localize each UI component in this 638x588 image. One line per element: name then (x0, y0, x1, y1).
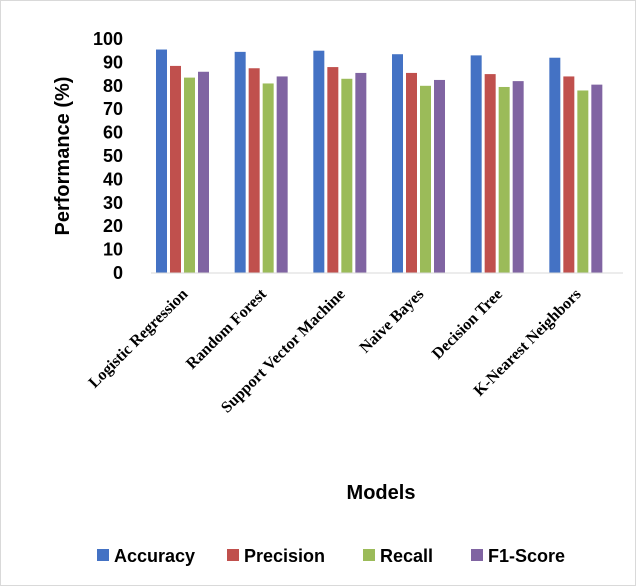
y-tick-label: 20 (103, 216, 123, 236)
bar-f1-score (198, 71, 209, 273)
bars (156, 49, 603, 274)
y-axis-title: Performance (%) (52, 77, 74, 236)
legend-swatch-precision (227, 549, 239, 561)
legend-swatch-recall (363, 549, 375, 561)
legend-swatch-accuracy (97, 549, 109, 561)
y-tick-label: 40 (103, 169, 123, 189)
legend-label: Recall (380, 546, 433, 566)
bar-accuracy (549, 57, 561, 273)
y-tick-label: 30 (103, 193, 123, 213)
bar-accuracy (470, 55, 482, 273)
bar-f1-score (591, 84, 603, 273)
x-category-label: Decision Tree (429, 286, 506, 363)
bar-f1-score (512, 81, 524, 274)
bar-accuracy (392, 54, 403, 274)
bar-accuracy (234, 51, 246, 274)
bar-precision (248, 68, 260, 273)
y-axis-ticks: 0 10 20 30 40 50 60 70 80 90 100 (93, 29, 123, 283)
y-tick-label: 10 (103, 240, 123, 260)
y-tick-label: 80 (103, 76, 123, 96)
y-tick-label: 0 (113, 263, 123, 283)
legend-label: F1-Score (488, 546, 565, 566)
legend-swatch-f1-score (471, 549, 483, 561)
legend: Accuracy Precision Recall F1-Score (97, 546, 565, 566)
x-category-label: Random Forest (183, 285, 270, 372)
bar-f1-score (355, 72, 367, 274)
legend-label: Precision (244, 546, 325, 566)
y-tick-label: 70 (103, 99, 123, 119)
bar-precision (484, 74, 496, 273)
bar-recall (184, 77, 195, 273)
bar-recall (577, 90, 589, 273)
y-tick-label: 60 (103, 123, 123, 143)
legend-label: Accuracy (114, 546, 195, 566)
x-axis-title: Models (347, 482, 416, 504)
bar-f1-score (276, 76, 288, 273)
bar-accuracy (156, 49, 167, 273)
bar-precision (563, 76, 575, 273)
bar-precision (327, 67, 339, 273)
y-tick-label: 90 (103, 52, 123, 72)
x-category-label: Naive Bayes (357, 286, 428, 357)
bar-precision (406, 72, 417, 274)
x-category-label: Logistic Regression (86, 286, 192, 392)
bar-recall (420, 85, 431, 273)
bar-accuracy (313, 50, 325, 274)
y-tick-label: 50 (103, 146, 123, 166)
bar-recall (498, 86, 510, 273)
bar-precision (170, 65, 181, 273)
bar-f1-score (434, 79, 445, 273)
y-tick-label: 100 (93, 29, 123, 49)
bar-recall (341, 78, 353, 273)
bar-recall (262, 83, 274, 274)
